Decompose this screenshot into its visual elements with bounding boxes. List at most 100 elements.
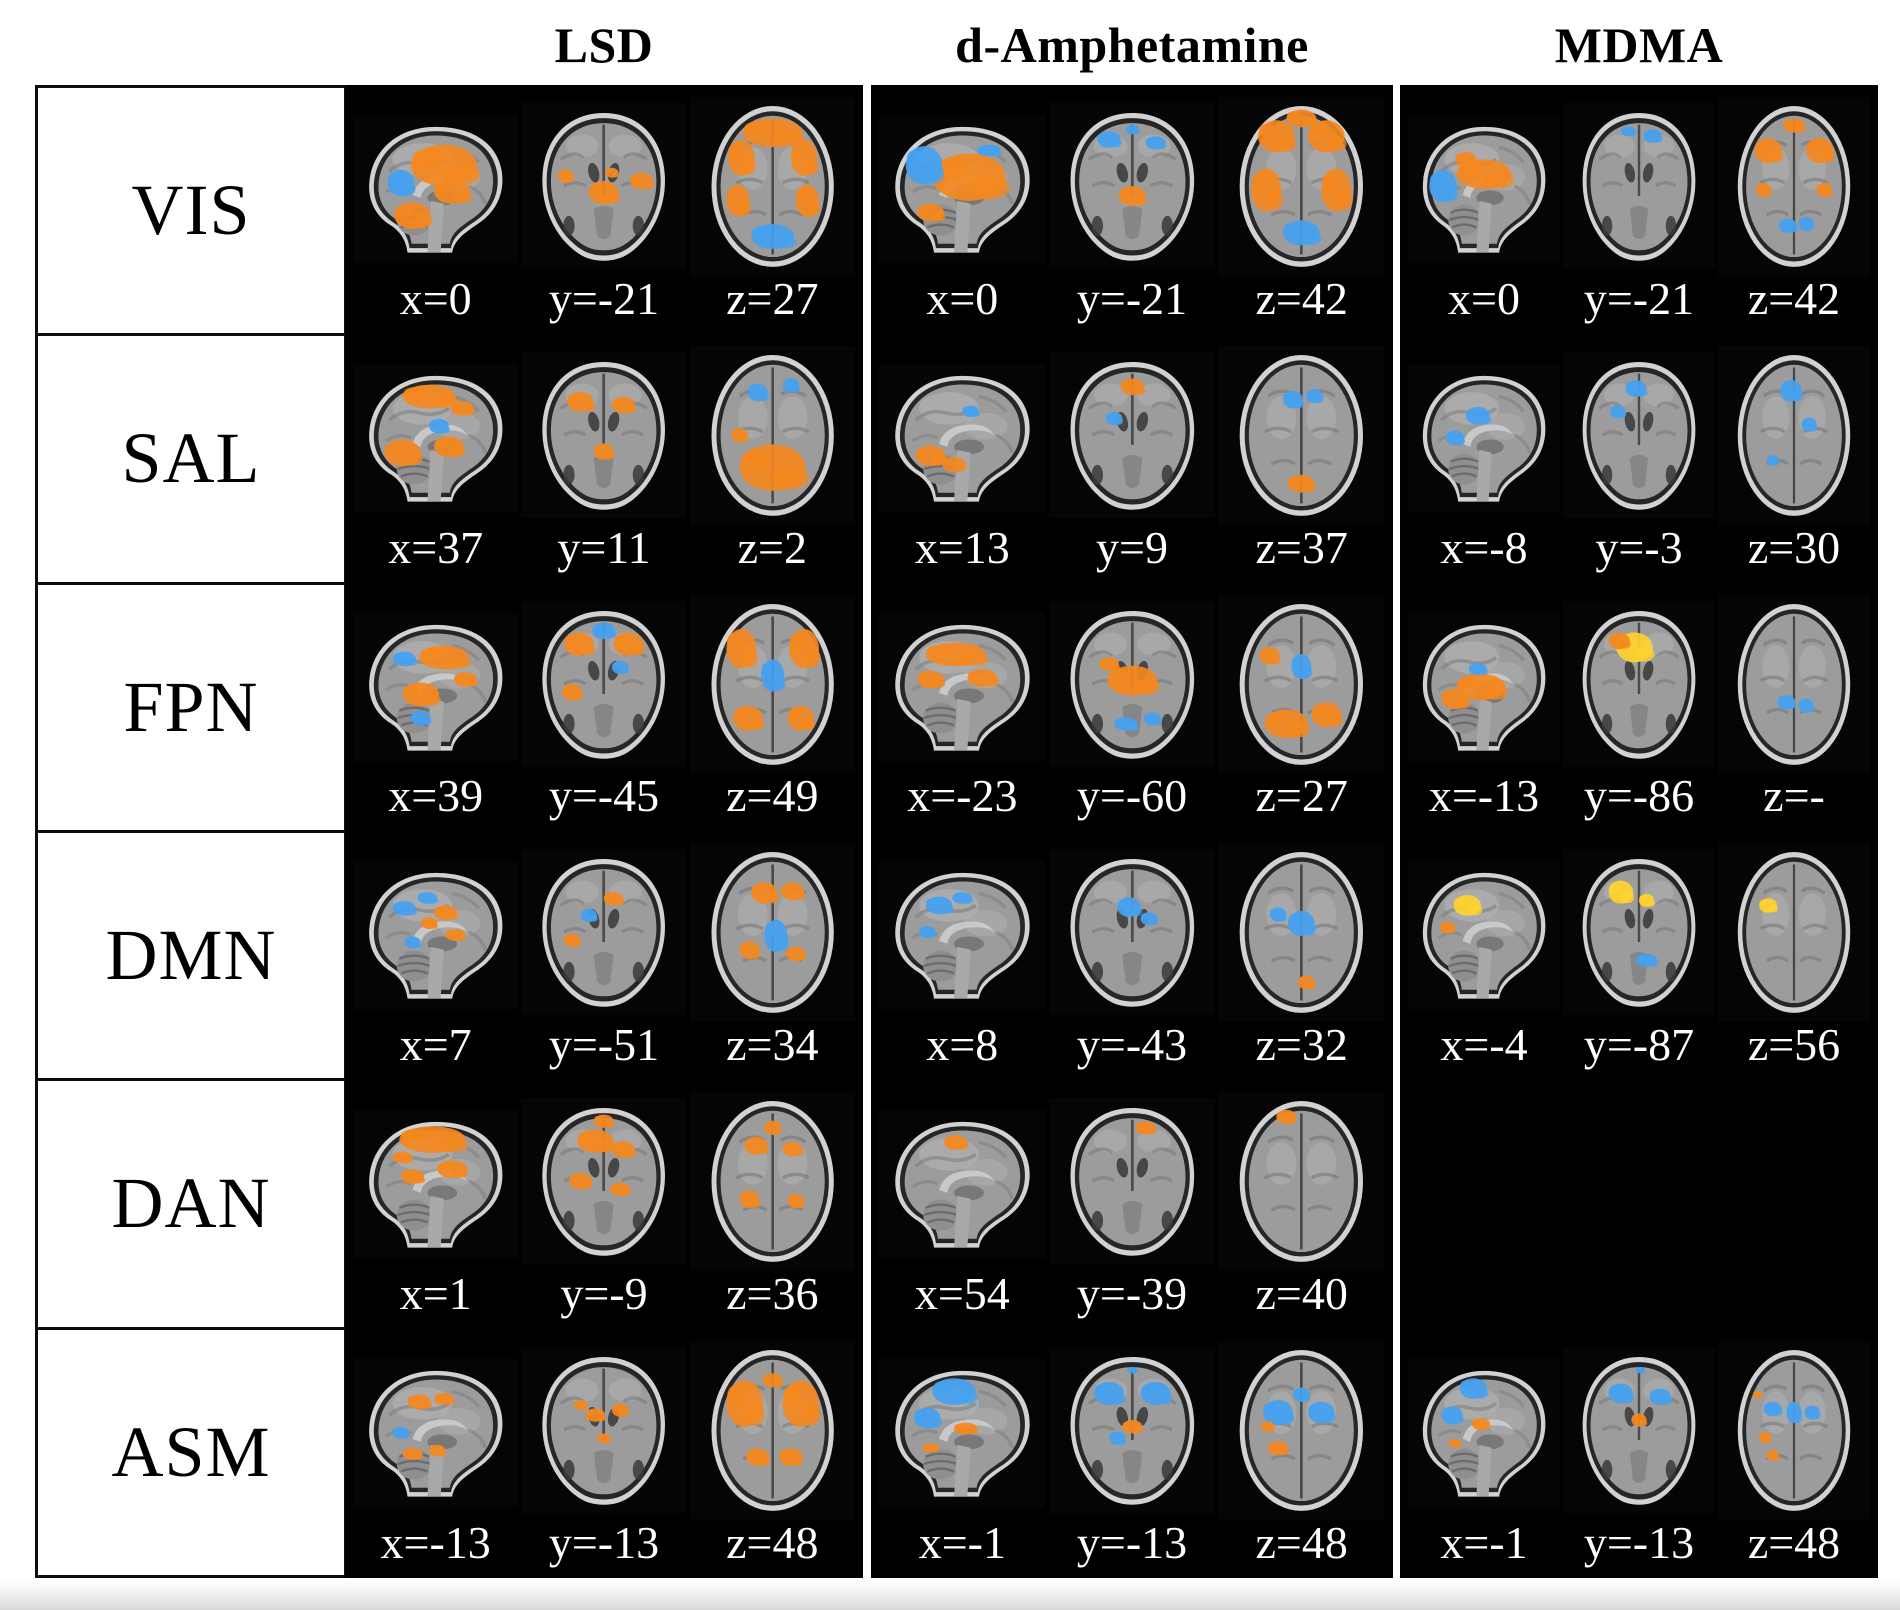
row-label-column: VIS SAL FPN DMN DAN ASM [35,85,347,1578]
slice-axial: z=42 [1218,95,1386,330]
brain-slice-coronal [1563,600,1715,767]
brain-slice-coronal [1048,351,1216,518]
slice-sagittal: x=8 [879,841,1046,1076]
slice-axial: z=48 [689,1339,855,1574]
brain-slice-axial [1218,1341,1386,1520]
brain-slice-sagittal [1408,612,1560,761]
slice-coordinate-label: x=-8 [1440,521,1528,573]
brain-slice-coronal [1048,600,1216,767]
slice-coordinate-label: z=48 [726,1516,819,1568]
brain-slice-sagittal [1408,115,1560,263]
slice-coordinate-label: z=42 [1255,272,1348,324]
slice-coordinate-label: x=-1 [1440,1516,1528,1568]
cell-sal-mdma: x=-8 y=-3 z=30 [1400,334,1878,583]
slice-coordinate-label: x=1 [399,1268,472,1320]
brain-slice-sagittal [353,1359,519,1508]
cell-fpn-lsd: x=39 y=-45 z=49 [345,583,863,832]
slice-coordinate-label: z=2 [737,521,807,573]
slice-coordinate-label: y=-13 [1583,1516,1695,1568]
brain-slice-sagittal [353,1110,519,1259]
cell-fpn-d-amphetamine: x=-23 y=-60 z=27 [871,583,1393,832]
slice-sagittal: x=-8 [1408,344,1560,579]
slice-axial: z=42 [1718,95,1870,330]
cell-fpn-mdma: x=-13 y=-86 z=- [1400,583,1878,832]
slice-sagittal: x=0 [879,95,1046,330]
row-label-box-vis: VIS [35,85,347,337]
slice-sagittal: x=-23 [879,593,1046,828]
drug-column-d-amphetamine: x=0 y=-21 z=42 x=13 y=9 z=37 x=-23 y=-60 z=27 x=8… [871,85,1393,1578]
brain-slice-coronal [1563,351,1715,518]
brain-slice-axial [1718,594,1870,774]
slice-coordinate-label: x=0 [399,272,472,324]
slice-coordinate-label: y=-21 [1583,272,1695,324]
brain-slice-sagittal [879,363,1046,512]
slice-sagittal: x=0 [353,95,519,330]
slice-coordinate-label: x=37 [388,521,484,573]
slice-axial: z=2 [689,344,855,579]
slice-coronal: y=-43 [1048,841,1216,1076]
slice-coordinate-label: y=11 [557,521,651,573]
cell-dmn-lsd: x=7 y=-51 z=34 [345,831,863,1080]
slice-coordinate-label: x=39 [388,770,484,822]
row-label-box-sal: SAL [35,333,347,585]
brain-slice-coronal [1048,103,1216,269]
slice-coordinate-label: x=7 [399,1019,472,1071]
slice-sagittal: x=37 [353,344,519,579]
brain-slice-sagittal [353,115,519,263]
slice-coordinate-label: x=-23 [907,770,1018,822]
slice-sagittal: x=54 [879,1090,1046,1325]
brain-slice-sagittal [879,861,1046,1010]
slice-coordinate-label: z=27 [726,272,819,324]
slice-coordinate-label: x=-13 [380,1516,491,1568]
brain-slice-coronal [1563,849,1715,1016]
brain-slice-axial [1718,345,1870,525]
slice-coordinate-label: z=48 [1747,1516,1841,1568]
cell-asm-d-amphetamine: x=-1 y=-13 z=48 [871,1329,1393,1578]
row-label: ASM [111,1411,271,1492]
slice-coronal: y=-87 [1563,841,1715,1076]
brain-slice-sagittal [353,363,519,512]
slice-coronal: y=-21 [1563,95,1715,330]
row-label-box-fpn: FPN [35,581,347,833]
brain-slice-axial [1718,843,1870,1023]
slice-sagittal: x=-1 [1408,1339,1560,1574]
slice-coronal: y=-39 [1048,1090,1216,1325]
slice-coordinate-label: y=-43 [1076,1019,1188,1071]
cell-dmn-mdma: x=-4 y=-87 z=56 [1400,831,1878,1080]
slice-coronal: y=-21 [521,95,687,330]
slice-coordinate-label: y=-45 [548,770,660,822]
slice-coordinate-label: y=-60 [1076,770,1188,822]
row-label-box-asm: ASM [35,1326,347,1578]
slice-coordinate-label: x=13 [914,521,1010,573]
slice-coronal: y=-86 [1563,593,1715,828]
slice-coordinate-label: x=-1 [918,1516,1006,1568]
slice-coronal: y=-51 [521,841,687,1076]
brain-slice-axial [689,1092,855,1272]
brain-slice-sagittal [879,612,1046,761]
slice-coordinate-label: y=-39 [1076,1268,1188,1320]
cell-asm-lsd: x=-13 y=-13 z=48 [345,1329,863,1578]
brain-slice-sagittal [1408,861,1560,1010]
slice-axial: z=48 [1718,1339,1870,1574]
slice-coronal: y=11 [521,344,687,579]
row-label: VIS [131,170,251,251]
slice-axial: z=34 [689,841,855,1076]
slice-coordinate-label: y=-86 [1583,770,1695,822]
slice-coordinate-label: z=37 [1255,521,1348,573]
brain-slice-axial [689,1341,855,1520]
slice-coordinate-label: x=-13 [1428,770,1540,822]
slice-coordinate-label: y=-13 [1076,1516,1188,1568]
cell-vis-d-amphetamine: x=0 y=-21 z=42 [871,85,1393,334]
brain-slice-coronal [1563,103,1715,269]
slice-coordinate-label: x=-4 [1440,1019,1528,1071]
slice-coronal: y=-60 [1048,593,1216,828]
slice-coordinate-label: z=40 [1255,1268,1348,1320]
page-bottom-fade [0,1580,1900,1610]
brain-slice-axial [1218,594,1386,774]
slice-coordinate-label: y=-21 [548,272,660,324]
slice-coordinate-label: y=-13 [548,1516,660,1568]
brain-slice-axial [1718,1341,1870,1520]
slice-coronal: y=-21 [1048,95,1216,330]
slice-coordinate-label: y=-51 [548,1019,660,1071]
brain-slice-sagittal [1408,1359,1560,1508]
